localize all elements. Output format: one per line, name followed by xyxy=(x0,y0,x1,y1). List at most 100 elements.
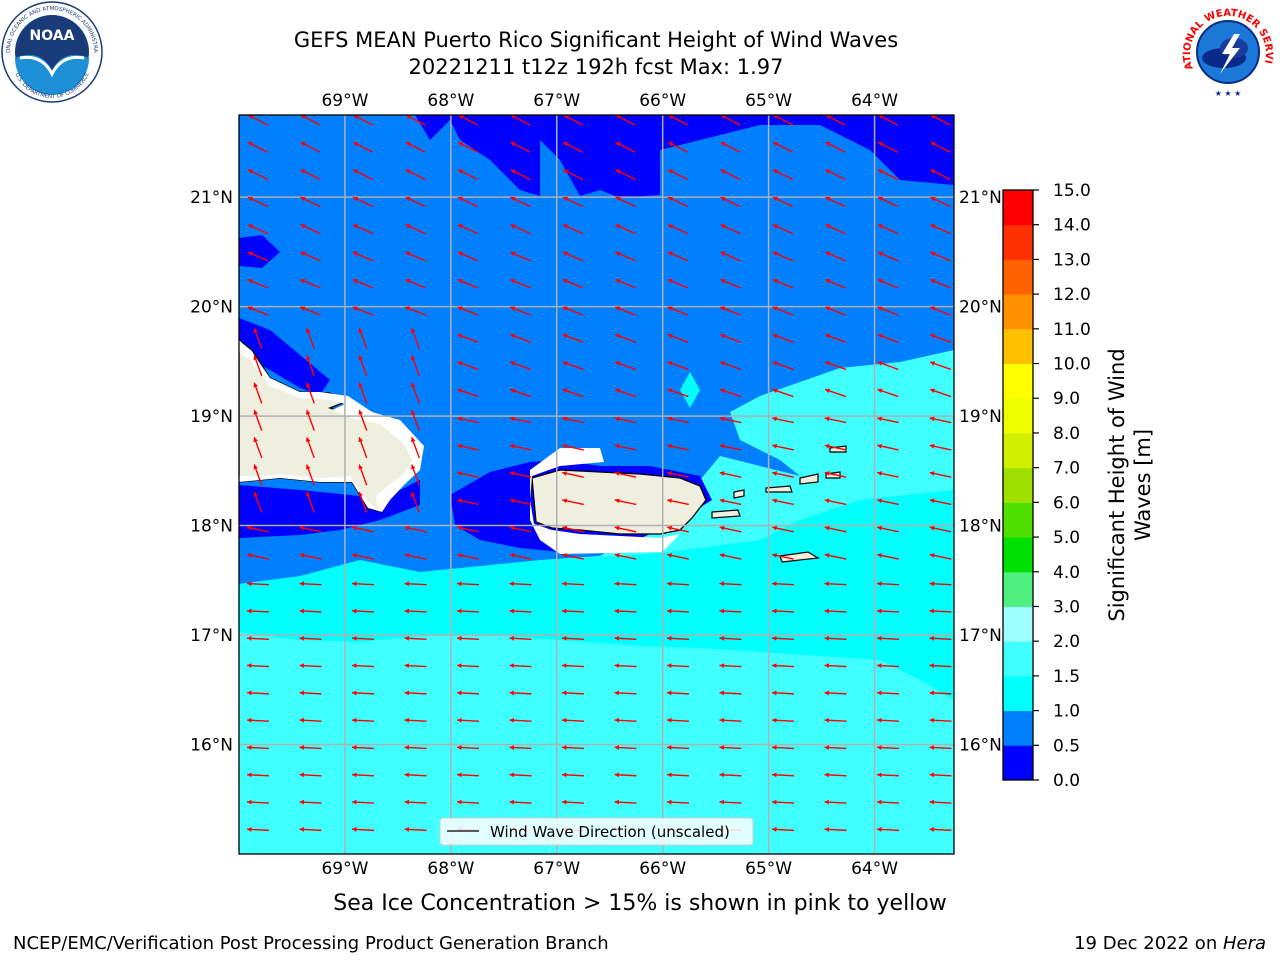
colorbar-bin xyxy=(1003,224,1033,260)
colorbar-bin xyxy=(1003,328,1033,365)
noaa-logo: NOAA NATIONAL OCEANIC AND ATMOSPHERIC AD… xyxy=(0,0,103,103)
wind-wave-arrow xyxy=(299,525,322,533)
wind-wave-arrow xyxy=(351,663,375,669)
wind-wave-arrow xyxy=(562,141,584,153)
wind-wave-arrow xyxy=(405,251,426,262)
wind-wave-arrow xyxy=(825,169,846,181)
contour-fill-1.0-1.5 xyxy=(239,490,954,700)
wind-wave-arrow xyxy=(876,827,900,832)
wind-wave-arrow xyxy=(561,608,585,614)
footer-host: Hera xyxy=(1222,933,1266,954)
wind-wave-arrow xyxy=(352,278,374,289)
wind-wave-arrow xyxy=(929,690,952,696)
contour-fill-1.0-1.5-patch xyxy=(680,372,700,408)
wind-wave-arrow xyxy=(299,553,322,560)
wind-wave-arrow xyxy=(771,635,795,641)
wind-wave-arrow xyxy=(824,361,847,371)
wind-wave-arrow xyxy=(719,443,742,451)
wind-wave-arrow xyxy=(772,141,794,153)
wind-wave-arrow xyxy=(929,581,952,587)
lon-tick-label: 68°W xyxy=(427,859,474,879)
wind-wave-arrow xyxy=(351,745,375,750)
wind-wave-arrow xyxy=(410,382,420,404)
lon-tick-label: 64°W xyxy=(851,859,898,879)
colorbar-bin xyxy=(1003,363,1033,399)
lon-tick-label: 67°W xyxy=(533,91,580,111)
wind-wave-arrow xyxy=(253,437,263,459)
wind-wave-arrow xyxy=(509,717,532,723)
wind-wave-arrow xyxy=(352,141,374,153)
wind-wave-arrow xyxy=(824,443,847,451)
wind-wave-arrow xyxy=(561,690,585,696)
wind-wave-arrow xyxy=(352,306,374,316)
wind-wave-arrow xyxy=(562,443,584,451)
wind-wave-arrow xyxy=(667,416,689,424)
wind-wave-arrow xyxy=(404,772,427,778)
wind-wave-arrow xyxy=(614,388,637,398)
footer-date-text: 19 Dec 2022 on xyxy=(1074,933,1223,954)
wind-wave-arrow xyxy=(352,525,374,533)
colorbar-tick-label: 3.0 xyxy=(1053,597,1080,617)
wind-wave-arrow xyxy=(772,224,794,235)
wind-wave-arrow xyxy=(509,525,532,533)
wind-wave-arrow xyxy=(510,115,531,126)
wind-wave-arrow xyxy=(457,553,479,560)
colorbar-bin xyxy=(1003,502,1033,538)
wind-wave-arrow xyxy=(876,717,900,723)
wind-wave-arrow xyxy=(351,690,375,696)
wind-wave-arrow xyxy=(510,169,531,181)
lat-tick-label: 19°N xyxy=(190,407,233,427)
wind-wave-arrow xyxy=(510,196,531,208)
wind-wave-arrow xyxy=(561,799,585,805)
footer-date: 19 Dec 2022 on Hera xyxy=(1074,933,1266,954)
wind-wave-arrow xyxy=(719,553,742,560)
colorbar-tick-label: 12.0 xyxy=(1053,285,1091,305)
wind-wave-arrow xyxy=(666,635,690,641)
wind-wave-arrow xyxy=(825,306,846,316)
wind-wave-arrow xyxy=(404,690,427,696)
wind-wave-arrow xyxy=(305,409,315,431)
contour-fill-0.0-0.5-hispaniola xyxy=(239,318,330,395)
wind-wave-arrow xyxy=(456,635,480,641)
wind-wave-arrow xyxy=(666,745,690,750)
wind-wave-arrow xyxy=(405,196,426,208)
wind-wave-arrow xyxy=(666,663,690,669)
wind-wave-arrow xyxy=(510,224,531,235)
wind-wave-arrow xyxy=(562,553,584,560)
wind-wave-arrow xyxy=(824,799,847,805)
wind-wave-arrow xyxy=(410,437,420,459)
wind-wave-arrow xyxy=(771,663,795,669)
wind-wave-arrow xyxy=(509,416,532,424)
wind-wave-arrow xyxy=(358,382,368,404)
lat-tick-label: 21°N xyxy=(190,188,233,208)
wind-wave-arrow xyxy=(509,635,532,641)
wind-wave-arrow xyxy=(877,388,899,398)
wind-wave-arrow xyxy=(666,717,690,723)
wind-wave-arrow xyxy=(509,608,532,614)
wind-wave-arrow xyxy=(877,169,899,181)
wind-wave-arrow xyxy=(358,491,368,513)
colorbar-tick-label: 7.0 xyxy=(1053,459,1080,479)
wind-wave-arrows xyxy=(246,115,952,832)
lat-tick-label: 20°N xyxy=(959,298,1002,318)
hispaniola-mask-edge xyxy=(239,340,424,512)
map-plot-area xyxy=(239,115,954,854)
wind-wave-arrow xyxy=(456,690,480,696)
wind-wave-arrow xyxy=(929,745,952,750)
wind-wave-arrow xyxy=(509,471,532,478)
wind-wave-arrow xyxy=(667,115,689,126)
lon-tick-label: 65°W xyxy=(745,91,792,111)
wind-wave-arrow xyxy=(667,498,689,506)
wind-wave-arrow xyxy=(299,827,322,832)
wind-wave-arrow xyxy=(719,416,742,424)
wind-wave-arrow xyxy=(614,772,637,778)
wind-wave-arrow xyxy=(509,498,532,506)
wind-wave-arrow xyxy=(614,635,637,641)
wind-wave-arrow xyxy=(253,382,263,404)
sea-ice-note: Sea Ice Concentration > 15% is shown in … xyxy=(333,891,947,916)
wind-wave-arrow xyxy=(456,717,480,723)
wind-wave-arrow xyxy=(614,471,637,478)
wind-wave-arrow xyxy=(876,690,900,696)
wind-wave-arrow xyxy=(457,333,479,343)
wind-wave-arrow xyxy=(720,169,741,181)
